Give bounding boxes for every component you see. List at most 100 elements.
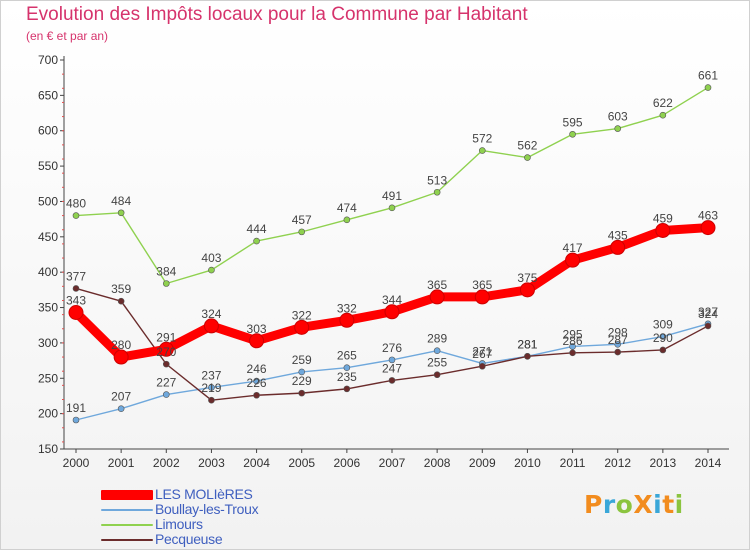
data-point [162, 280, 170, 287]
data-label: 270 [156, 345, 176, 359]
data-label: 229 [292, 374, 312, 388]
data-label: 444 [247, 222, 267, 236]
data-point [388, 204, 396, 212]
data-label: 219 [201, 381, 221, 395]
data-point [68, 304, 84, 320]
data-label: 327 [698, 305, 718, 319]
data-point [569, 130, 576, 138]
data-point [433, 347, 441, 354]
data-point [208, 384, 215, 391]
y-tick-label: 350 [38, 301, 58, 315]
data-label: 343 [66, 293, 86, 307]
y-tick-label: 200 [38, 407, 58, 421]
data-label: 324 [201, 307, 221, 321]
data-point [569, 349, 576, 357]
data-point [429, 289, 445, 305]
x-tick-label: 2005 [288, 456, 315, 470]
x-tick-label: 2001 [108, 456, 135, 470]
legend-swatch [101, 490, 153, 500]
y-tick-label: 150 [38, 442, 58, 456]
data-label: 377 [66, 269, 86, 283]
data-label: 359 [111, 282, 131, 296]
y-tick-label: 600 [38, 124, 58, 138]
data-point [203, 318, 219, 334]
data-label: 562 [517, 139, 537, 153]
chart-subtitle: (en € et par an) [26, 29, 109, 43]
legend-label: Boullay-les-Troux [155, 501, 259, 517]
data-point [208, 266, 215, 274]
data-label: 271 [472, 344, 492, 358]
data-label: 295 [563, 327, 583, 341]
data-label: 290 [653, 331, 673, 345]
data-label: 303 [247, 322, 267, 336]
data-point [343, 216, 351, 224]
data-label: 322 [292, 308, 312, 322]
data-label: 281 [517, 337, 537, 351]
data-label: 237 [201, 368, 221, 382]
legend-swatch [101, 524, 153, 526]
data-point [162, 360, 170, 368]
data-point [298, 368, 306, 376]
y-tick-label: 300 [38, 336, 58, 350]
data-point [117, 405, 125, 412]
data-label: 332 [337, 301, 357, 315]
data-point [700, 220, 716, 236]
data-point [565, 252, 581, 268]
data-point [659, 111, 667, 119]
legend-swatch [101, 509, 153, 511]
data-point [614, 341, 622, 348]
data-point [524, 154, 531, 161]
x-tick-label: 2008 [424, 456, 451, 470]
y-tick-label: 550 [38, 159, 58, 173]
y-tick-label: 400 [38, 265, 58, 279]
data-label: 324 [698, 307, 718, 321]
data-point [478, 147, 486, 154]
data-point [113, 349, 129, 365]
x-tick-label: 2011 [560, 456, 586, 470]
data-point [72, 285, 80, 292]
data-label: 459 [653, 211, 673, 225]
data-point [343, 364, 351, 371]
data-label: 375 [517, 271, 537, 285]
data-label: 435 [608, 228, 628, 242]
data-point [253, 237, 260, 245]
data-point [569, 343, 576, 350]
data-point [117, 297, 125, 305]
data-point [478, 362, 486, 370]
data-point [614, 348, 622, 356]
data-label: 384 [156, 264, 176, 278]
data-point [388, 377, 396, 384]
data-point [72, 416, 80, 424]
data-label: 365 [427, 278, 447, 292]
y-tick-label: 650 [38, 88, 58, 102]
data-point [433, 188, 441, 196]
data-label: 287 [608, 333, 628, 347]
legend-swatch [101, 539, 153, 541]
data-label: 276 [382, 341, 402, 355]
data-point [659, 346, 667, 354]
data-label: 227 [156, 376, 176, 390]
data-point [253, 377, 260, 385]
data-point [474, 289, 490, 305]
data-label: 247 [382, 361, 402, 375]
data-point [72, 212, 80, 219]
data-point [659, 333, 667, 340]
x-tick-label: 2007 [379, 456, 406, 470]
legend-label: Pecqueuse [155, 531, 223, 547]
x-tick-label: 2013 [650, 456, 677, 470]
data-label: 291 [156, 330, 176, 344]
data-point [704, 84, 712, 91]
data-label: 474 [337, 201, 357, 215]
x-tick-label: 2012 [604, 456, 631, 470]
legend-label: LES MOLIèRES [155, 486, 253, 502]
data-point [162, 391, 170, 398]
data-label: 289 [427, 332, 447, 346]
data-label: 207 [111, 390, 131, 404]
data-label: 235 [337, 370, 357, 384]
data-point [158, 341, 174, 357]
data-label: 622 [653, 96, 673, 110]
data-point [655, 222, 671, 238]
data-point [610, 239, 626, 255]
